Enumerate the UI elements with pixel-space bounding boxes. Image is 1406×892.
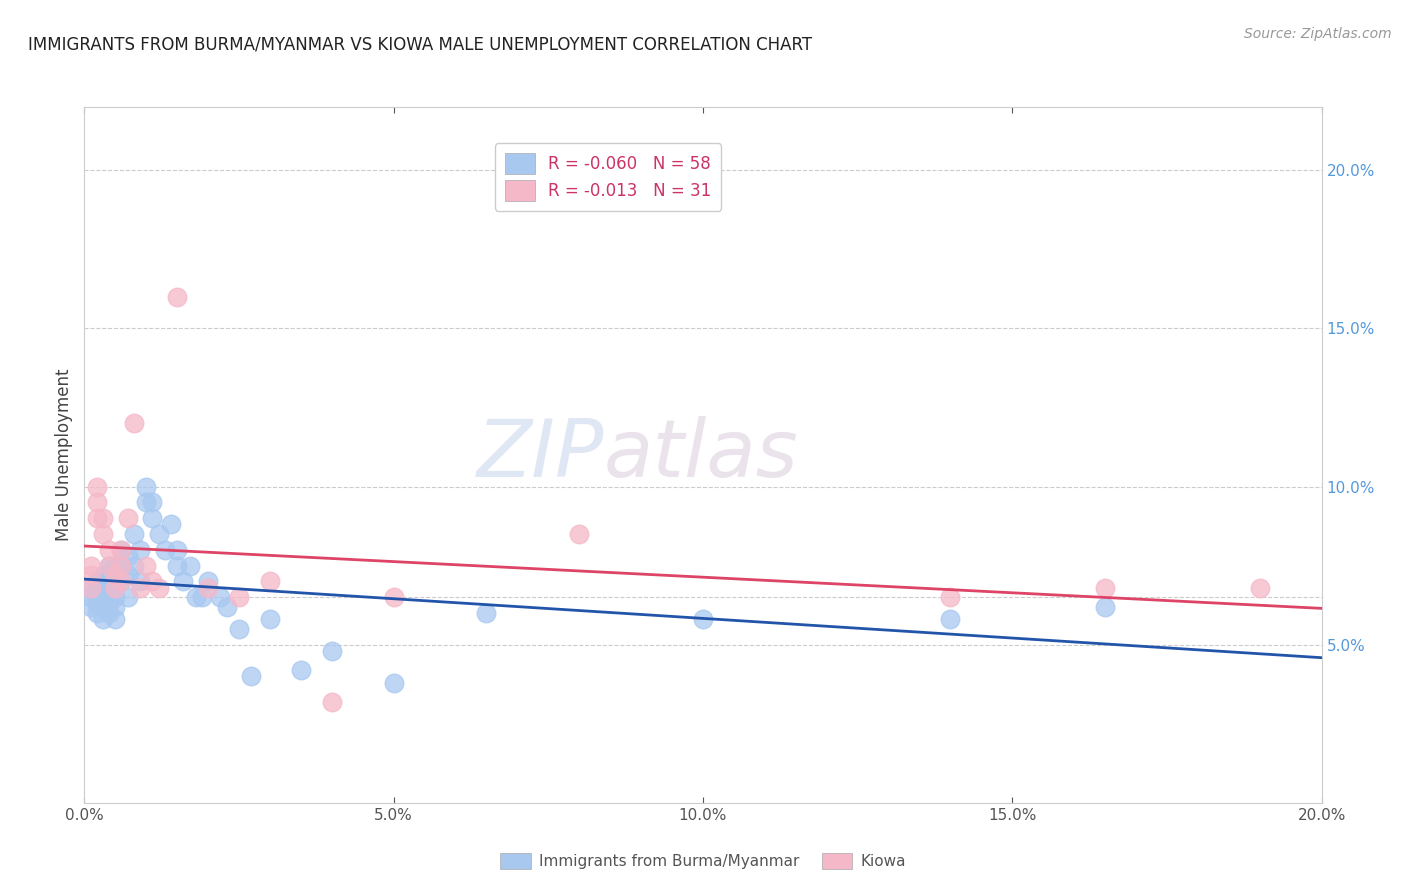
Point [104,581,127,595]
Point [91,612,114,626]
Point [110,542,132,557]
Point [1094,599,1116,614]
Point [135,479,157,493]
Point [79,599,101,614]
Point [117,591,139,605]
Point [104,558,127,573]
Point [382,675,405,690]
Point [129,581,152,595]
Point [86,511,108,525]
Point [98,558,121,573]
Point [148,527,170,541]
Point [110,542,132,557]
Y-axis label: Male Unemployment: Male Unemployment [55,368,73,541]
Point [166,542,188,557]
Point [86,479,108,493]
Point [91,581,114,595]
Point [321,644,343,658]
Point [179,558,201,573]
Point [98,606,121,620]
Point [86,495,108,509]
Point [98,542,121,557]
Point [148,581,170,595]
Point [184,591,207,605]
Point [209,591,232,605]
Point [153,542,176,557]
Point [91,511,114,525]
Point [98,597,121,611]
Point [259,612,281,626]
Point [91,599,114,614]
Point [91,591,114,605]
Point [79,581,101,595]
Point [197,574,219,589]
Text: ZIP: ZIP [477,416,605,494]
Point [290,663,312,677]
Point [382,591,405,605]
Point [215,599,238,614]
Point [117,549,139,563]
Point [321,695,343,709]
Point [568,527,591,541]
Point [86,587,108,601]
Point [110,574,132,589]
Point [117,511,139,525]
Text: atlas: atlas [605,416,799,494]
Point [104,612,127,626]
Point [98,587,121,601]
Point [122,417,145,431]
Point [110,574,132,589]
Point [692,612,714,626]
Point [104,591,127,605]
Point [141,574,163,589]
Point [166,558,188,573]
Point [240,669,263,683]
Point [191,591,214,605]
Point [172,574,194,589]
Point [141,511,163,525]
Point [135,558,157,573]
Point [129,542,152,557]
Point [104,599,127,614]
Text: Source: ZipAtlas.com: Source: ZipAtlas.com [1244,27,1392,41]
Point [228,622,250,636]
Point [141,495,163,509]
Point [98,558,121,573]
Point [475,606,498,620]
Point [939,612,962,626]
Point [939,591,962,605]
Point [91,527,114,541]
Point [197,581,219,595]
Point [228,591,250,605]
Point [122,527,145,541]
Point [117,568,139,582]
Point [86,597,108,611]
Point [79,591,101,605]
Point [79,581,101,595]
Point [166,290,188,304]
Point [1094,581,1116,595]
Point [98,574,121,589]
Point [79,568,101,582]
Point [86,574,108,589]
Point [129,574,152,589]
Point [86,606,108,620]
Point [104,581,127,595]
Point [104,568,127,582]
Point [79,558,101,573]
Text: IMMIGRANTS FROM BURMA/MYANMAR VS KIOWA MALE UNEMPLOYMENT CORRELATION CHART: IMMIGRANTS FROM BURMA/MYANMAR VS KIOWA M… [28,36,813,54]
Point [110,558,132,573]
Point [122,558,145,573]
Legend: R = -0.060   N = 58, R = -0.013   N = 31: R = -0.060 N = 58, R = -0.013 N = 31 [495,144,721,211]
Point [160,517,183,532]
Legend: Immigrants from Burma/Myanmar, Kiowa: Immigrants from Burma/Myanmar, Kiowa [495,847,911,875]
Point [91,568,114,582]
Point [1249,581,1271,595]
Point [135,495,157,509]
Point [259,574,281,589]
Point [110,558,132,573]
